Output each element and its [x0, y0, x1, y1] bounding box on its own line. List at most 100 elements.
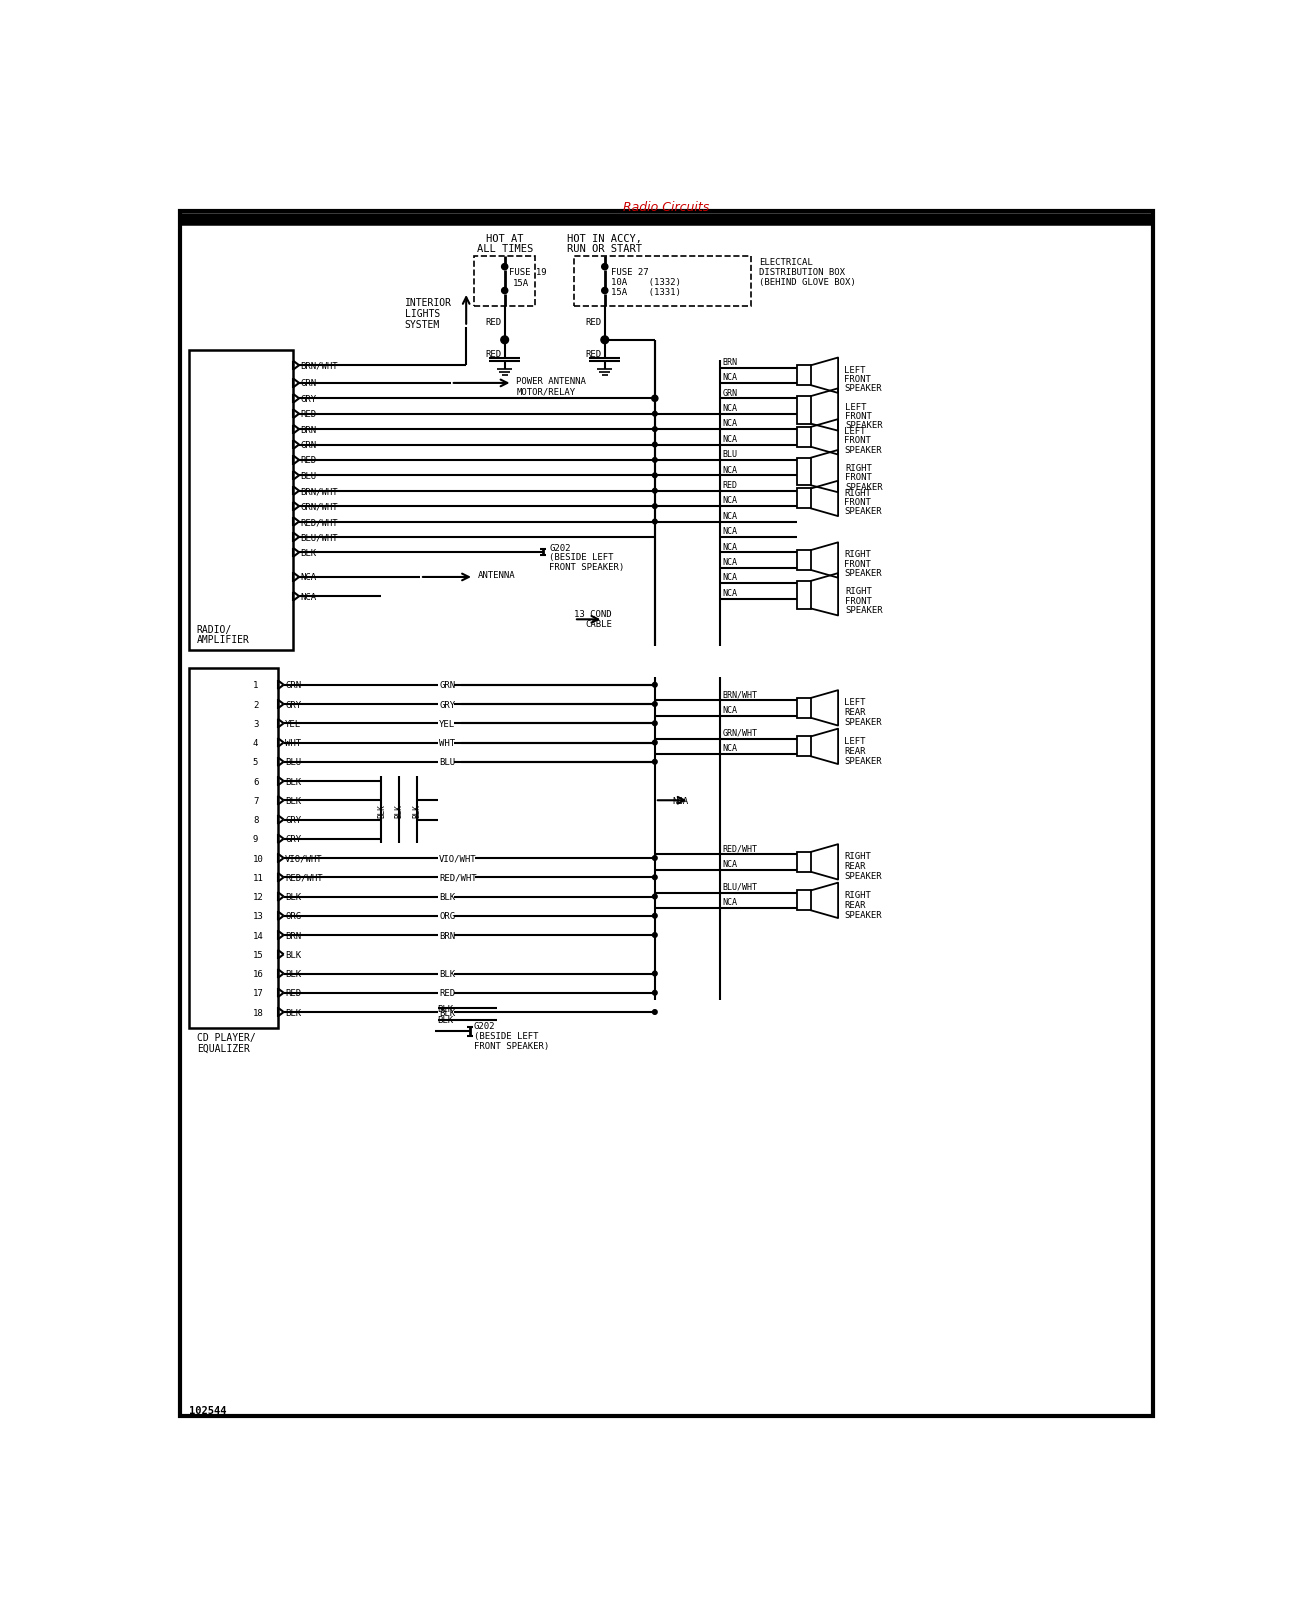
Text: 11: 11	[252, 873, 264, 882]
Bar	[798, 890, 811, 911]
Bar	[798, 582, 811, 609]
Text: BRN: BRN	[285, 930, 302, 940]
Text: VIO/WHT: VIO/WHT	[285, 853, 323, 863]
Text: SPEAKER: SPEAKER	[844, 506, 882, 516]
Text: NCA: NCA	[722, 705, 738, 715]
Text: 9: 9	[252, 834, 259, 844]
Text: CD PLAYER/: CD PLAYER/	[196, 1033, 255, 1043]
Text: 15A    (1331): 15A (1331)	[611, 288, 680, 297]
Text: 10: 10	[252, 853, 264, 863]
Text: BRN: BRN	[301, 426, 316, 434]
Text: GRN: GRN	[440, 681, 455, 689]
Text: REAR: REAR	[844, 707, 865, 717]
Text: RED: RED	[285, 988, 302, 998]
Bar	[798, 366, 811, 386]
Text: GRN: GRN	[285, 681, 302, 689]
Text: INTERIOR: INTERIOR	[405, 297, 451, 309]
Text: NCA: NCA	[301, 593, 316, 601]
Text: SPEAKER: SPEAKER	[844, 445, 882, 455]
Circle shape	[652, 395, 658, 402]
Text: YEL: YEL	[285, 720, 302, 728]
Text: LEFT: LEFT	[844, 365, 865, 374]
Text: REAR: REAR	[844, 900, 865, 910]
Text: FRONT: FRONT	[846, 596, 872, 606]
Circle shape	[653, 972, 657, 975]
Text: BLK: BLK	[285, 950, 302, 959]
Text: NCA: NCA	[722, 542, 738, 551]
Circle shape	[653, 683, 657, 688]
Text: YEL: YEL	[440, 720, 455, 728]
Text: FRONT: FRONT	[844, 559, 872, 569]
Text: SYSTEM: SYSTEM	[405, 320, 440, 329]
Text: BLU: BLU	[440, 759, 455, 767]
Circle shape	[653, 458, 657, 463]
Text: NCA: NCA	[722, 403, 738, 413]
Text: BLU: BLU	[285, 759, 302, 767]
Circle shape	[601, 265, 608, 270]
Text: NCA: NCA	[301, 574, 316, 582]
Text: 13: 13	[252, 911, 264, 921]
Text: LEFT: LEFT	[844, 736, 865, 746]
Text: FRONT: FRONT	[844, 435, 872, 445]
Text: RIGHT: RIGHT	[846, 587, 872, 596]
Circle shape	[653, 914, 657, 919]
Text: LEFT: LEFT	[846, 402, 866, 411]
Text: 8: 8	[252, 815, 259, 824]
Text: NCA: NCA	[722, 497, 738, 505]
Text: AMPLIFIER: AMPLIFIER	[196, 635, 250, 644]
Circle shape	[502, 288, 507, 294]
Text: SPEAKER: SPEAKER	[844, 384, 882, 392]
Text: RED: RED	[301, 456, 316, 464]
Circle shape	[653, 427, 657, 432]
Text: G202: G202	[474, 1020, 496, 1030]
Text: SPEAKER: SPEAKER	[844, 910, 882, 919]
Text: NCA: NCA	[722, 373, 738, 382]
Text: 16: 16	[252, 969, 264, 979]
Circle shape	[653, 741, 657, 746]
Text: RED/WHT: RED/WHT	[301, 517, 338, 527]
Text: LIGHTS: LIGHTS	[405, 309, 440, 318]
Text: NCA: NCA	[722, 860, 738, 868]
Text: REAR: REAR	[844, 746, 865, 755]
Text: SPEAKER: SPEAKER	[844, 871, 882, 881]
Bar	[798, 458, 811, 485]
Circle shape	[502, 265, 507, 270]
Text: GRN: GRN	[301, 379, 316, 389]
Circle shape	[653, 857, 657, 861]
Text: BLK: BLK	[437, 1016, 454, 1025]
Text: NCA: NCA	[722, 744, 738, 754]
Text: RIGHT: RIGHT	[844, 489, 872, 498]
Text: 18: 18	[252, 1008, 264, 1017]
Bar	[798, 738, 811, 757]
Text: 17: 17	[252, 988, 264, 998]
Text: 13 COND: 13 COND	[574, 611, 611, 619]
Text: EQUALIZER: EQUALIZER	[196, 1043, 250, 1053]
Text: SPEAKER: SPEAKER	[846, 482, 882, 492]
Text: 15: 15	[252, 950, 264, 959]
Text: BLK: BLK	[285, 969, 302, 979]
Text: LEFT: LEFT	[844, 697, 865, 707]
Text: NCA: NCA	[673, 795, 688, 805]
Text: SPEAKER: SPEAKER	[844, 757, 882, 765]
Text: RUN OR START: RUN OR START	[567, 244, 643, 254]
Text: RADIO/: RADIO/	[196, 624, 232, 635]
Text: GRY: GRY	[285, 701, 302, 709]
Text: GRY: GRY	[301, 395, 316, 403]
Text: FRONT: FRONT	[846, 472, 872, 482]
Text: GRY: GRY	[285, 834, 302, 844]
Text: NCA: NCA	[722, 419, 738, 427]
Text: NCA: NCA	[722, 511, 738, 521]
Circle shape	[653, 1011, 657, 1014]
Circle shape	[653, 489, 657, 493]
Text: ALL TIMES: ALL TIMES	[476, 244, 533, 254]
Circle shape	[601, 288, 608, 294]
Text: 7: 7	[252, 795, 259, 805]
Text: BLU/WHT: BLU/WHT	[722, 882, 757, 892]
Text: NCA: NCA	[722, 588, 738, 598]
Text: ANTENNA: ANTENNA	[477, 570, 515, 580]
Text: BLK: BLK	[377, 804, 386, 818]
Text: RED: RED	[440, 988, 455, 998]
Text: 12: 12	[252, 892, 264, 902]
Text: 3: 3	[252, 720, 259, 728]
Text: HOT IN ACCY,: HOT IN ACCY,	[567, 235, 643, 244]
